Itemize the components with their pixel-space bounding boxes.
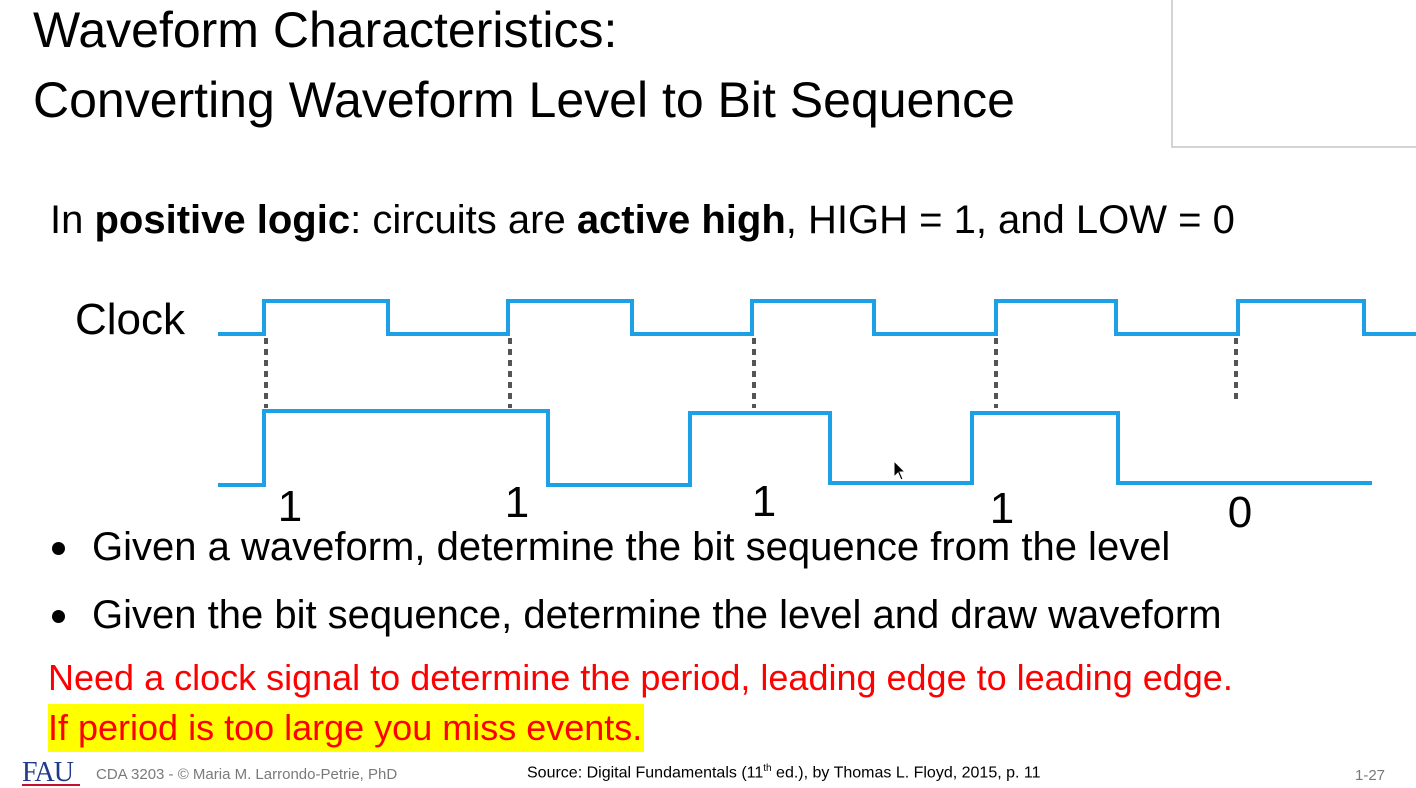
title-line-1: Waveform Characteristics:	[33, 2, 618, 58]
intro-bold-active-high: active high	[576, 198, 786, 242]
bit-label-5: 0	[1227, 488, 1253, 537]
highlighted-note: If period is too large you miss events.	[48, 704, 645, 752]
source-prefix: Source: Digital Fundamentals (11	[527, 764, 764, 782]
bullet-text: Given the bit sequence, determine the le…	[92, 593, 1222, 637]
footer-source: Source: Digital Fundamentals (11th ed.),…	[527, 758, 1041, 784]
clock-waveform	[218, 299, 1416, 336]
clock-note: Need a clock signal to determine the per…	[48, 657, 1233, 698]
source-sup: th	[763, 763, 772, 774]
bullet-item: Given the bit sequence, determine the le…	[50, 590, 1222, 658]
intro-bold-positive-logic: positive logic	[94, 198, 351, 242]
footer-course: CDA 3203 - © Maria M. Larrondo-Petrie, P…	[96, 766, 398, 783]
source-suffix: ed.), by Thomas L. Floyd, 2015, p. 11	[771, 764, 1041, 782]
intro-suffix: , HIGH = 1, and LOW = 0	[785, 198, 1235, 242]
data-waveform	[218, 409, 1372, 487]
fau-logo: FAU	[22, 757, 74, 788]
clock-edge-guides	[264, 338, 1238, 408]
intro-statement: In positive logic: circuits are active h…	[50, 195, 1235, 245]
bullet-item: Given a waveform, determine the bit sequ…	[50, 522, 1222, 590]
bit-label-3: 1	[751, 477, 777, 526]
title-line-2: Converting Waveform Level to Bit Sequenc…	[33, 72, 1015, 128]
bit-label-1: 1	[277, 482, 303, 531]
bullet-list: Given a waveform, determine the bit sequ…	[50, 522, 1222, 658]
bit-label-4: 1	[989, 484, 1015, 533]
intro-mid: : circuits are	[350, 198, 577, 242]
bullet-dot	[52, 542, 65, 555]
bit-label-2: 1	[504, 478, 530, 527]
mouse-pointer-icon	[893, 460, 907, 481]
logo-underline	[22, 784, 80, 786]
intro-prefix: In	[50, 198, 95, 242]
clock-label: Clock	[75, 295, 186, 344]
bullet-dot	[52, 610, 65, 623]
video-inset-box	[1171, 0, 1416, 148]
bullet-text: Given a waveform, determine the bit sequ…	[92, 525, 1171, 569]
slide-number: 1-27	[1355, 767, 1386, 784]
